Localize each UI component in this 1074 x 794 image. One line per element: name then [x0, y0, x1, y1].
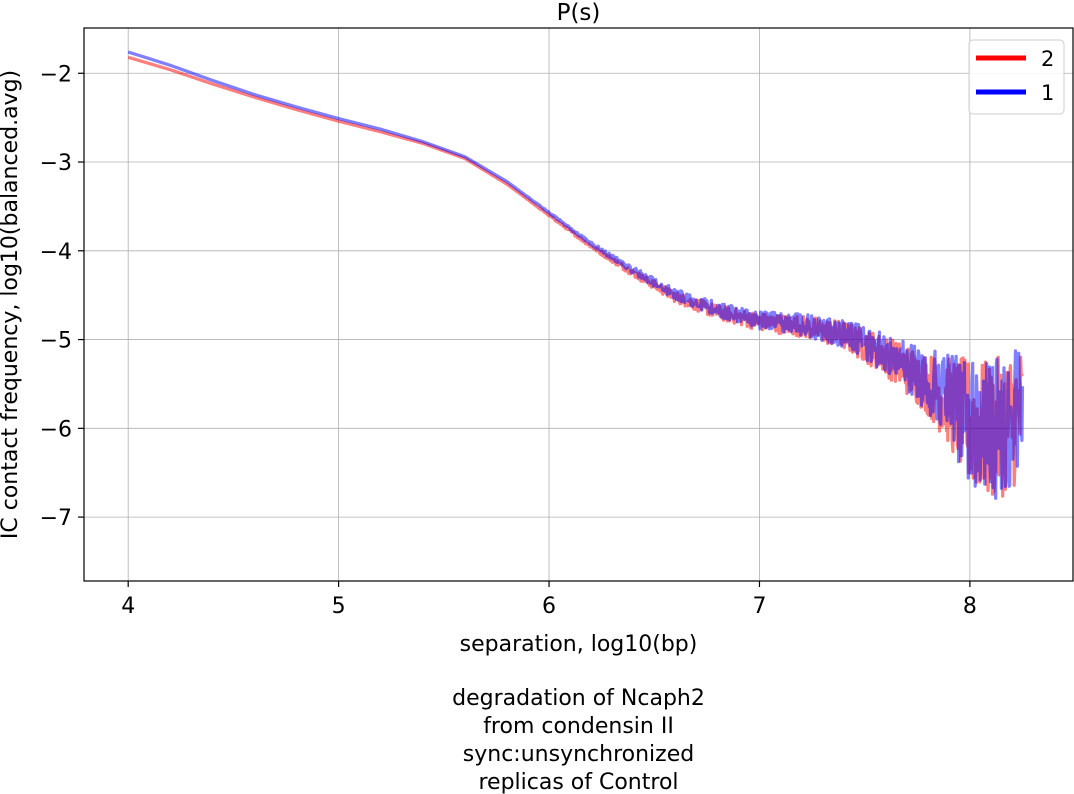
y-tick-label: −7 — [40, 506, 72, 531]
grid-lines — [84, 28, 1073, 581]
caption-line-2: from condensin II — [483, 714, 674, 739]
x-tick-label: 6 — [542, 594, 556, 619]
caption-line-4: replicas of Control — [478, 770, 678, 794]
x-axis-title: separation, log10(bp) — [460, 632, 698, 657]
y-tick-label: −6 — [40, 417, 72, 442]
legend: 2 1 — [968, 39, 1065, 115]
caption-line-1: degradation of Ncaph2 — [452, 686, 705, 711]
legend-label-2: 2 — [1041, 47, 1054, 71]
caption: degradation of Ncaph2 from condensin II … — [452, 686, 705, 794]
x-tick-label: 7 — [752, 594, 766, 619]
y-axis-title: IC contact frequency, log10(balanced.avg… — [0, 70, 23, 539]
y-tick-label: −2 — [40, 62, 72, 87]
series-line-1 — [127, 50, 1025, 500]
x-tick-label: 5 — [332, 594, 346, 619]
legend-label-1: 1 — [1041, 81, 1054, 105]
y-tick-label: −5 — [40, 329, 72, 354]
series-lines — [127, 50, 1025, 500]
x-tick-label: 4 — [121, 594, 135, 619]
y-tick-label: −4 — [40, 240, 72, 265]
plot-background — [84, 28, 1073, 581]
plot-frame — [83, 27, 1074, 582]
x-tick-label: 8 — [963, 594, 977, 619]
chart-title: P(s) — [557, 0, 601, 26]
caption-line-3: sync:unsynchronized — [463, 742, 694, 767]
axis-ticks: 4 5 6 7 8 −2 −3 −4 −5 −6 −7 — [40, 62, 977, 619]
y-tick-label: −3 — [40, 151, 72, 176]
